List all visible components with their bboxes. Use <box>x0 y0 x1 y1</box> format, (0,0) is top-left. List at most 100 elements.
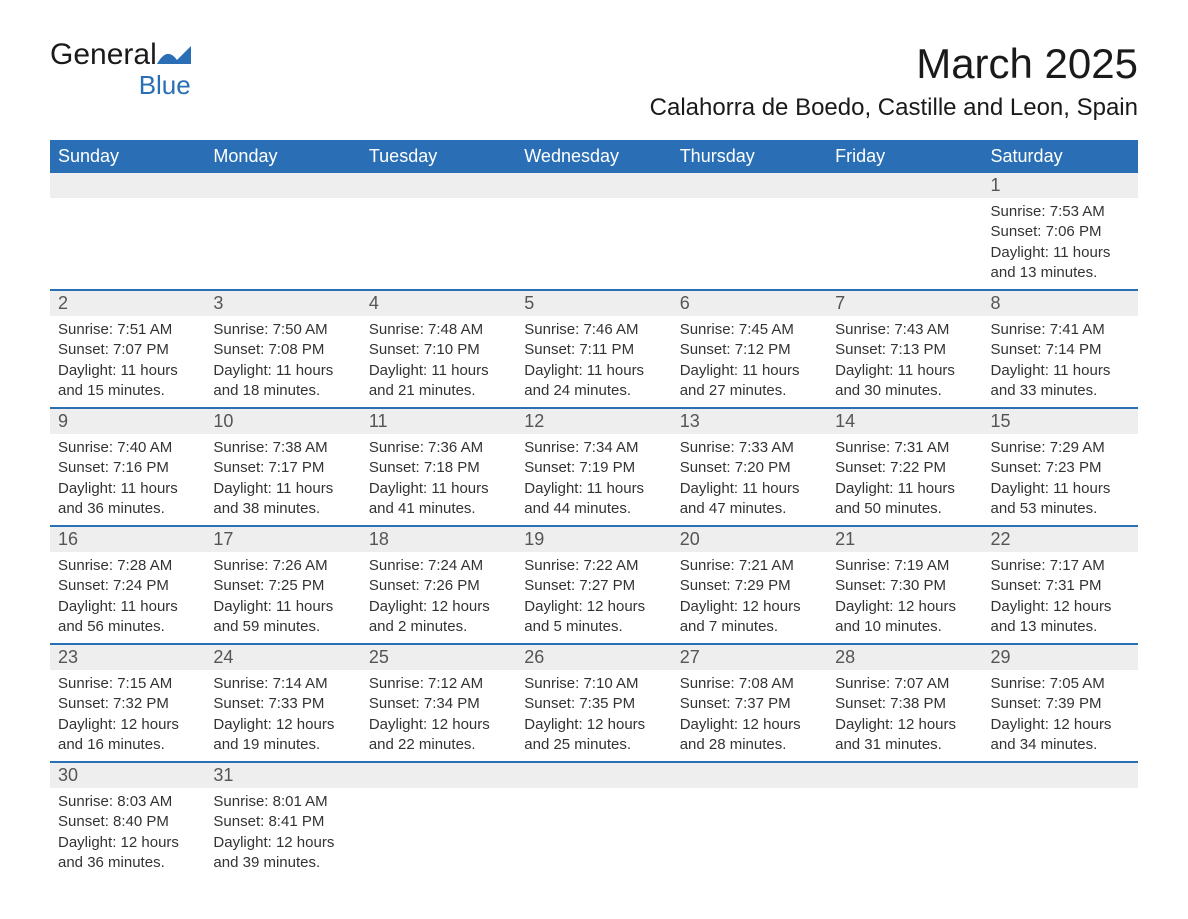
day-number: 2 <box>50 291 205 316</box>
day-number-empty <box>205 173 360 198</box>
calendar-cell <box>361 173 516 290</box>
weekday-header: Sunday <box>50 140 205 173</box>
day-body: Sunrise: 7:28 AMSunset: 7:24 PMDaylight:… <box>50 552 205 643</box>
daylight-line-label: Daylight: <box>680 480 738 497</box>
daylight-line: Daylight: 11 hours and 27 minutes. <box>680 361 819 402</box>
sunset-line-value: 7:07 PM <box>113 341 169 358</box>
daylight-line-label: Daylight: <box>991 716 1049 733</box>
calendar-cell <box>672 762 827 879</box>
sunset-line: Sunset: 7:16 PM <box>58 458 197 478</box>
calendar-cell: 6Sunrise: 7:45 AMSunset: 7:12 PMDaylight… <box>672 290 827 408</box>
daylight-line-label: Daylight: <box>369 716 427 733</box>
sunset-line-label: Sunset: <box>58 813 109 830</box>
sunset-line: Sunset: 7:20 PM <box>680 458 819 478</box>
day-number: 11 <box>361 409 516 434</box>
sunset-line: Sunset: 7:35 PM <box>524 694 663 714</box>
day-number: 19 <box>516 527 671 552</box>
sunrise-line: Sunrise: 8:03 AM <box>58 792 197 812</box>
sunset-line-label: Sunset: <box>680 577 731 594</box>
sunset-line-value: 7:16 PM <box>113 459 169 476</box>
weekday-header: Wednesday <box>516 140 671 173</box>
sunset-line: Sunset: 7:26 PM <box>369 576 508 596</box>
day-body: Sunrise: 7:19 AMSunset: 7:30 PMDaylight:… <box>827 552 982 643</box>
sunset-line: Sunset: 7:33 PM <box>213 694 352 714</box>
daylight-line: Daylight: 11 hours and 33 minutes. <box>991 361 1130 402</box>
sunset-line-value: 7:34 PM <box>424 695 480 712</box>
sunrise-line: Sunrise: 7:38 AM <box>213 438 352 458</box>
sunrise-line: Sunrise: 7:41 AM <box>991 320 1130 340</box>
page-title: March 2025 <box>650 40 1138 88</box>
day-number: 7 <box>827 291 982 316</box>
sunrise-line: Sunrise: 7:12 AM <box>369 674 508 694</box>
weekday-header-row: SundayMondayTuesdayWednesdayThursdayFrid… <box>50 140 1138 173</box>
day-number: 26 <box>516 645 671 670</box>
sunrise-line: Sunrise: 7:33 AM <box>680 438 819 458</box>
sunrise-line-value: 7:12 AM <box>428 675 483 692</box>
calendar-cell: 14Sunrise: 7:31 AMSunset: 7:22 PMDayligh… <box>827 408 982 526</box>
day-number-empty <box>361 173 516 198</box>
day-body: Sunrise: 7:51 AMSunset: 7:07 PMDaylight:… <box>50 316 205 407</box>
sunrise-line: Sunrise: 7:21 AM <box>680 556 819 576</box>
sunrise-line-value: 7:19 AM <box>894 557 949 574</box>
sunset-line-label: Sunset: <box>213 341 264 358</box>
sunrise-line-label: Sunrise: <box>58 321 113 338</box>
day-number: 15 <box>983 409 1138 434</box>
sunrise-line: Sunrise: 7:17 AM <box>991 556 1130 576</box>
sunset-line: Sunset: 7:17 PM <box>213 458 352 478</box>
sunset-line-label: Sunset: <box>524 341 575 358</box>
sunset-line-label: Sunset: <box>58 695 109 712</box>
sunrise-line-value: 7:31 AM <box>894 439 949 456</box>
daylight-line: Daylight: 11 hours and 56 minutes. <box>58 597 197 638</box>
sunset-line-label: Sunset: <box>991 695 1042 712</box>
day-number: 30 <box>50 763 205 788</box>
sunrise-line-label: Sunrise: <box>991 321 1046 338</box>
calendar-cell <box>983 762 1138 879</box>
day-body: Sunrise: 7:26 AMSunset: 7:25 PMDaylight:… <box>205 552 360 643</box>
daylight-line-label: Daylight: <box>835 362 893 379</box>
sunset-line: Sunset: 7:12 PM <box>680 340 819 360</box>
sunset-line-value: 7:22 PM <box>890 459 946 476</box>
sunrise-line-label: Sunrise: <box>680 321 735 338</box>
sunrise-line-label: Sunrise: <box>58 675 113 692</box>
daylight-line-label: Daylight: <box>991 480 1049 497</box>
sunrise-line-value: 8:01 AM <box>273 793 328 810</box>
sunrise-line-label: Sunrise: <box>680 675 735 692</box>
day-number: 10 <box>205 409 360 434</box>
calendar-cell: 8Sunrise: 7:41 AMSunset: 7:14 PMDaylight… <box>983 290 1138 408</box>
sunrise-line-value: 7:33 AM <box>739 439 794 456</box>
calendar-cell <box>672 173 827 290</box>
calendar-cell: 12Sunrise: 7:34 AMSunset: 7:19 PMDayligh… <box>516 408 671 526</box>
sunset-line-value: 7:24 PM <box>113 577 169 594</box>
daylight-line-label: Daylight: <box>991 244 1049 261</box>
calendar-cell: 11Sunrise: 7:36 AMSunset: 7:18 PMDayligh… <box>361 408 516 526</box>
day-number-empty <box>50 173 205 198</box>
daylight-line: Daylight: 12 hours and 36 minutes. <box>58 833 197 874</box>
calendar-cell <box>50 173 205 290</box>
day-number: 12 <box>516 409 671 434</box>
sunrise-line-value: 7:34 AM <box>583 439 638 456</box>
daylight-line: Daylight: 11 hours and 15 minutes. <box>58 361 197 402</box>
sunrise-line-value: 7:45 AM <box>739 321 794 338</box>
sunrise-line-value: 7:38 AM <box>273 439 328 456</box>
sunset-line: Sunset: 7:39 PM <box>991 694 1130 714</box>
daylight-line-label: Daylight: <box>991 598 1049 615</box>
sunset-line: Sunset: 7:38 PM <box>835 694 974 714</box>
sunset-line-label: Sunset: <box>369 695 420 712</box>
weekday-header: Friday <box>827 140 982 173</box>
sunrise-line-value: 7:53 AM <box>1050 203 1105 220</box>
sunset-line: Sunset: 7:32 PM <box>58 694 197 714</box>
sunrise-line: Sunrise: 7:48 AM <box>369 320 508 340</box>
calendar-cell: 20Sunrise: 7:21 AMSunset: 7:29 PMDayligh… <box>672 526 827 644</box>
sunset-line-value: 7:35 PM <box>579 695 635 712</box>
sunrise-line-value: 7:51 AM <box>117 321 172 338</box>
sunrise-line-value: 7:14 AM <box>273 675 328 692</box>
sunrise-line-value: 7:41 AM <box>1050 321 1105 338</box>
calendar-cell: 15Sunrise: 7:29 AMSunset: 7:23 PMDayligh… <box>983 408 1138 526</box>
sunrise-line: Sunrise: 7:34 AM <box>524 438 663 458</box>
sunset-line: Sunset: 7:08 PM <box>213 340 352 360</box>
sunset-line-value: 7:17 PM <box>268 459 324 476</box>
day-body: Sunrise: 7:22 AMSunset: 7:27 PMDaylight:… <box>516 552 671 643</box>
calendar-cell: 3Sunrise: 7:50 AMSunset: 7:08 PMDaylight… <box>205 290 360 408</box>
daylight-line: Daylight: 11 hours and 24 minutes. <box>524 361 663 402</box>
sunrise-line-label: Sunrise: <box>213 321 268 338</box>
